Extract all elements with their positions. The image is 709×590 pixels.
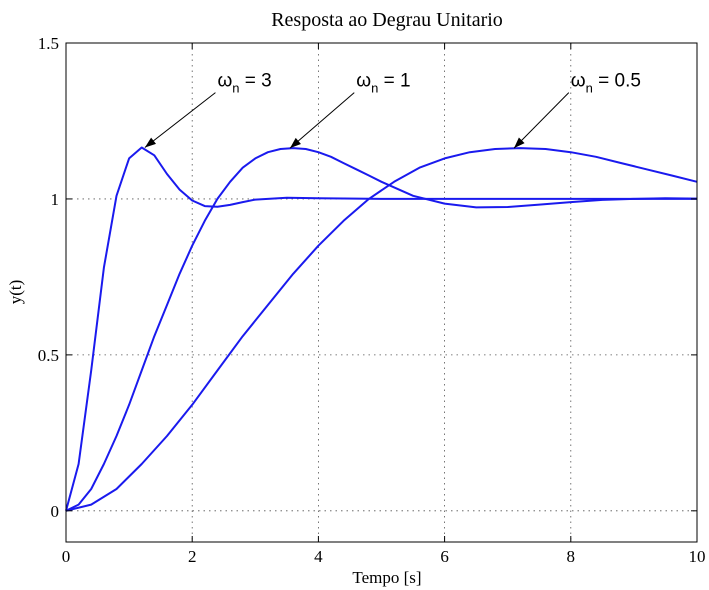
annotation-arrow-line (289, 92, 355, 149)
annotations: ωn = 3 ωn = 1 ωn = 0.5 (144, 71, 641, 149)
y-tick-label: 1 (51, 190, 60, 209)
x-axis-label: Tempo [s] (352, 568, 421, 587)
y-tick-label: 0.5 (38, 346, 59, 365)
annotation-arrowhead (144, 137, 157, 148)
annotation-arrow-line (144, 92, 216, 148)
axis-ticks: 0 2 4 6 8 10 0 0.5 1 1.5 (38, 34, 706, 566)
annotation-arrowhead (514, 137, 525, 149)
annotation-label: ωn = 0.5 (571, 71, 641, 96)
x-tick-label: 4 (314, 547, 323, 566)
x-tick-label: 8 (567, 547, 576, 566)
plot-frame (65, 42, 698, 543)
y-axis-label: y(t) (6, 280, 25, 305)
x-tick-label: 6 (440, 547, 449, 566)
annotation-a3: ωn = 3 (144, 71, 272, 148)
annotation-a05: ωn = 0.5 (513, 71, 641, 149)
annotation-arrow-line (513, 92, 570, 149)
series-line-wn3 (65, 146, 697, 512)
chart-title: Resposta ao Degrau Unitario (271, 9, 503, 31)
y-tick-label: 0 (51, 502, 60, 521)
response-curves (65, 146, 698, 512)
annotation-label: ωn = 3 (217, 71, 271, 96)
series-line-wn1 (65, 147, 698, 512)
x-tick-label: 2 (188, 547, 197, 566)
grid (66, 43, 697, 542)
series-line-wn05 (65, 147, 698, 512)
annotation-arrowhead (290, 137, 301, 149)
y-tick-label: 1.5 (38, 34, 59, 53)
annotation-label: ωn = 1 (356, 71, 410, 96)
annotation-a1: ωn = 1 (289, 71, 411, 149)
x-tick-label: 10 (689, 547, 706, 566)
x-tick-label: 0 (62, 547, 71, 566)
